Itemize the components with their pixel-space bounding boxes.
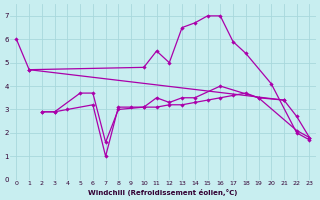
X-axis label: Windchill (Refroidissement éolien,°C): Windchill (Refroidissement éolien,°C) [88,189,238,196]
